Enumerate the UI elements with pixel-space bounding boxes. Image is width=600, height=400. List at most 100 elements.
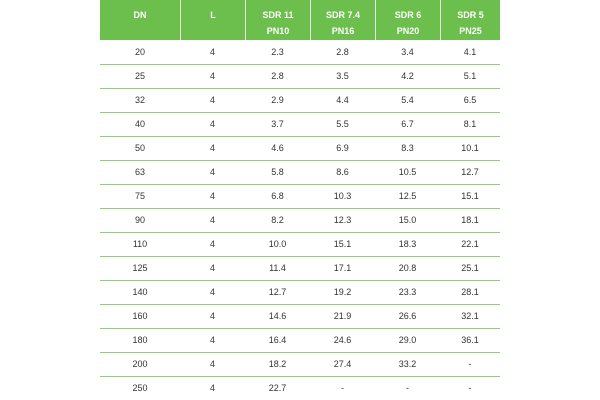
- table-cell: 140: [132, 287, 148, 297]
- header-cell: L: [180, 0, 245, 40]
- table-cell: 4: [209, 383, 215, 393]
- table-cell: 8.2: [271, 215, 284, 225]
- table-cell: 2.8: [336, 47, 349, 57]
- table-cell: 90: [134, 215, 145, 225]
- table-cell: 4: [209, 167, 215, 177]
- table-cell: 8.1: [463, 119, 477, 129]
- table-cell: 22.1: [461, 239, 479, 249]
- header-row: [100, 0, 500, 40]
- table-cell: 5.5: [336, 119, 349, 129]
- table-cell: 200: [132, 359, 148, 369]
- table-cell: 10.0: [268, 239, 287, 249]
- row-divider: [100, 136, 500, 137]
- header-text: SDR 6: [394, 10, 422, 20]
- table-cell: -: [468, 383, 472, 393]
- table-cell: 14.6: [268, 311, 287, 321]
- table-cell: 4: [209, 191, 215, 201]
- table-cell: 25.1: [461, 263, 479, 273]
- table-cell: 4: [209, 335, 215, 345]
- table-cell: 4: [209, 215, 215, 225]
- table-cell: 15.1: [333, 239, 352, 249]
- table-cell: 8.3: [401, 143, 414, 153]
- table-cell: 33.2: [398, 359, 417, 369]
- header-cell: SDR 7.4 PN16: [310, 0, 375, 40]
- row-divider: [100, 112, 500, 113]
- table-cell: 28.1: [461, 287, 479, 297]
- header-text: SDR 11: [262, 10, 294, 20]
- table-cell: 4.6: [271, 143, 284, 153]
- table-cell: 10.1: [461, 143, 479, 153]
- table-cell: 4.2: [401, 71, 414, 81]
- table-cell: 4: [209, 71, 215, 81]
- row-divider: [100, 208, 500, 209]
- row-divider: [100, 328, 500, 329]
- table-cell: 36.1: [461, 335, 479, 345]
- row-divider: [100, 88, 500, 89]
- header-text: SDR 7.4: [325, 10, 360, 20]
- table-cell: 4: [209, 263, 215, 273]
- table-cell: 4: [209, 119, 215, 129]
- table-cell: 4: [209, 239, 215, 249]
- table-cell: 2.9: [271, 95, 284, 105]
- table-cell: 12.3: [333, 215, 352, 225]
- table-cell: 4: [209, 47, 215, 57]
- header-text: PN10: [266, 26, 290, 36]
- row-divider: [100, 184, 500, 185]
- table-cell: 15.1: [461, 191, 479, 201]
- table-cell: 6.5: [463, 95, 477, 105]
- table-cell: 25: [134, 71, 145, 81]
- table-cell: 110: [132, 239, 148, 249]
- table-cell: -: [406, 383, 409, 393]
- table: DN L SDR 11 PN10 SDR 7.4 PN16 SDR 6 PN20 SDR 5 PN…: [100, 0, 500, 400]
- header-cell: DN: [100, 0, 180, 40]
- table-cell: 180: [132, 335, 148, 345]
- row-divider: [100, 376, 500, 377]
- row-divider: [100, 232, 500, 233]
- header-text: DN: [133, 10, 147, 20]
- table-cell: 24.6: [333, 335, 352, 345]
- table-cell: 10.3: [333, 191, 352, 201]
- table-cell: 32.1: [461, 311, 479, 321]
- table-cell: 18.1: [461, 215, 479, 225]
- row-divider: [100, 304, 500, 305]
- table-cell: 3.7: [271, 119, 284, 129]
- table-cell: 125: [132, 263, 148, 273]
- row-divider: [100, 280, 500, 281]
- table-cell: 6.7: [401, 119, 414, 129]
- table-cell: 3.4: [401, 47, 414, 57]
- table-cell: 4.1: [463, 47, 477, 57]
- table-cell: 4: [209, 359, 215, 369]
- table-cell: 26.6: [398, 311, 417, 321]
- table-cell: 2.3: [271, 47, 284, 57]
- table-cell: 4: [209, 287, 215, 297]
- table-cell: 160: [132, 311, 148, 321]
- table-cell: 3.5: [336, 71, 349, 81]
- header-cell: SDR 5 PN25: [440, 0, 500, 40]
- header-text: PN16: [331, 26, 355, 36]
- table-cell: 250: [132, 383, 148, 393]
- table-cell: 12.7: [268, 287, 287, 297]
- header-text: PN20: [396, 26, 420, 36]
- row-divider: [100, 352, 500, 353]
- table-cell: 4: [209, 143, 215, 153]
- row-divider: [100, 160, 500, 161]
- table-cell: -: [341, 383, 344, 393]
- row-divider: [100, 64, 500, 65]
- table-cell: 11.4: [269, 263, 286, 273]
- table-cell: 4: [209, 95, 215, 105]
- header-cell: SDR 11 PN10: [245, 0, 310, 40]
- table-cell: 5.8: [271, 167, 284, 177]
- table-cell: 27.4: [333, 359, 352, 369]
- table-cell: 17.1: [333, 263, 352, 273]
- table-cell: 5.1: [463, 71, 477, 81]
- table-cell: 32: [134, 95, 145, 105]
- table-cell: 5.4: [401, 95, 414, 105]
- table-cell: 29.0: [398, 335, 417, 345]
- table-cell: 6.8: [271, 191, 284, 201]
- header-text: L: [210, 10, 216, 20]
- table-cell: 20: [134, 47, 145, 57]
- table-cell: 18.2: [268, 359, 287, 369]
- table-cell: 50: [134, 143, 145, 153]
- table-cell: 23.3: [398, 287, 417, 297]
